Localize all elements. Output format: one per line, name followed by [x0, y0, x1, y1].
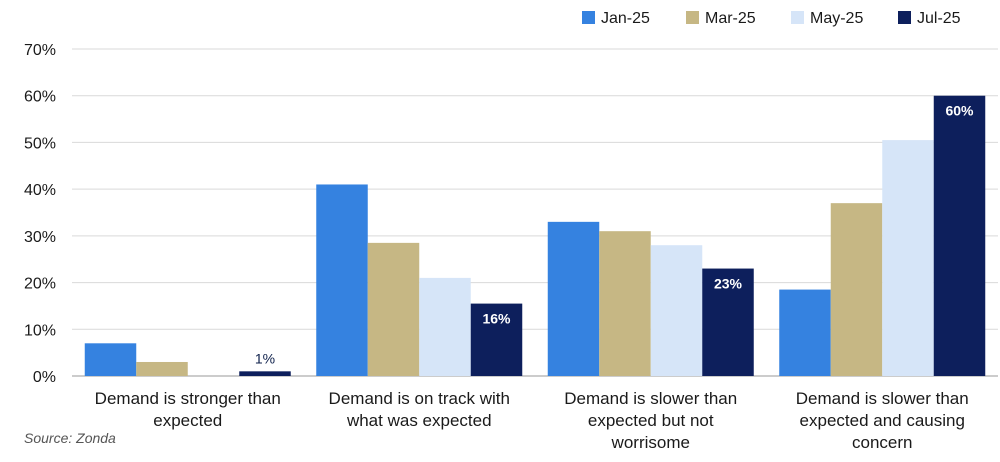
data-labels: 1% 16% 23% 60%	[255, 103, 974, 367]
grid-lines	[72, 48, 998, 377]
y-tick-label: 10%	[24, 322, 56, 339]
data-label: 16%	[482, 311, 511, 327]
bar-jan-25-0	[84, 343, 137, 376]
data-label: 60%	[945, 103, 974, 119]
legend-label: Jan-25	[601, 10, 650, 27]
y-tick-label: 50%	[24, 135, 56, 152]
legend-label: Jul-25	[917, 10, 961, 27]
legend: Jan-25 Mar-25 May-25 Jul-25	[582, 10, 961, 27]
x-axis-categories: Demand is stronger than expected Demand is…	[95, 389, 969, 452]
y-tick-label: 40%	[24, 182, 56, 199]
y-axis-ticks: 0% 10% 20% 30% 40% 50% 60% 70%	[24, 42, 56, 386]
category-label: Demand is slower than expected and causin…	[796, 389, 969, 452]
legend-item-jul-25: Jul-25	[898, 10, 961, 27]
legend-item-mar-25: Mar-25	[686, 10, 756, 27]
y-tick-label: 20%	[24, 276, 56, 293]
legend-label: Mar-25	[705, 10, 756, 27]
category-label: Demand is stronger than expected	[95, 389, 281, 430]
legend-label: May-25	[810, 10, 863, 27]
data-label: 1%	[255, 350, 275, 366]
bar-jul-25-1	[470, 303, 523, 376]
legend-swatch	[582, 11, 595, 24]
bar-jan-25-1	[316, 184, 368, 376]
bar-jan-25-3	[779, 289, 831, 376]
bar-may-25-1	[419, 277, 471, 376]
category-label: Demand is slower than expected but not wor…	[564, 389, 737, 452]
y-tick-label: 30%	[24, 229, 56, 246]
bar-jul-25-3	[933, 95, 986, 376]
data-label: 23%	[714, 276, 743, 292]
bar-mar-25-0	[136, 361, 188, 376]
bar-mar-25-3	[830, 203, 883, 376]
legend-item-jan-25: Jan-25	[582, 10, 650, 27]
bar-mar-25-1	[367, 242, 420, 376]
y-tick-label: 0%	[33, 369, 56, 386]
bar-jul-25-2	[702, 268, 754, 376]
source-note: Source: Zonda	[24, 430, 116, 446]
legend-swatch	[686, 11, 699, 24]
legend-item-may-25: May-25	[791, 10, 863, 27]
legend-swatch	[791, 11, 804, 24]
bars	[84, 95, 986, 376]
category-label: Demand is on track with what was expected	[329, 389, 510, 430]
bar-may-25-3	[882, 140, 934, 376]
y-tick-label: 70%	[24, 42, 56, 59]
y-tick-label: 60%	[24, 89, 56, 106]
bar-jan-25-2	[547, 221, 600, 376]
bar-jul-25-0	[239, 371, 291, 376]
legend-swatch	[898, 11, 911, 24]
bar-mar-25-2	[599, 231, 651, 376]
bar-may-25-2	[650, 245, 703, 376]
